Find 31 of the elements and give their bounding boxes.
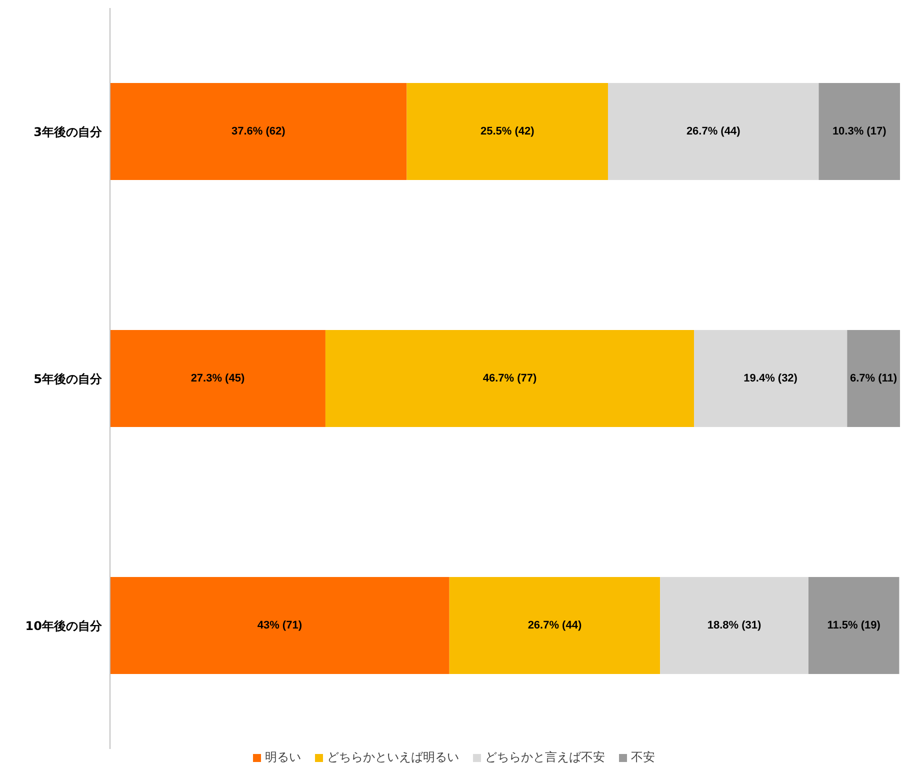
data-label: 26.7% (44): [686, 126, 741, 138]
bar: [406, 83, 608, 180]
bar: [449, 577, 660, 674]
bar: [110, 577, 450, 674]
data-label: 6.7% (11): [850, 372, 898, 384]
data-label: 10.3% (17): [832, 126, 887, 138]
y-tick-label: 5年後の自分: [34, 372, 103, 386]
bar: [660, 577, 808, 674]
legend-label: 明るい: [264, 749, 301, 766]
legend-label: どちらかといえば明るい: [326, 749, 459, 766]
bar: [608, 83, 819, 180]
bar: [808, 577, 900, 674]
legend-label: どちらかと言えば不安: [484, 749, 605, 766]
y-tick-label: 3年後の自分: [34, 124, 103, 139]
data-label: 27.3% (45): [190, 372, 245, 384]
bar: [325, 330, 694, 427]
bar: [110, 83, 407, 180]
bar: [847, 330, 900, 427]
data-label: 26.7% (44): [528, 620, 582, 632]
data-label: 11.5% (19): [827, 620, 881, 632]
data-label: 37.6% (62): [231, 126, 286, 138]
bar: [818, 83, 900, 180]
data-label: 25.5% (42): [480, 126, 535, 138]
bar: [694, 330, 848, 427]
bar: [110, 330, 326, 427]
data-label: 43% (71): [257, 620, 302, 632]
y-tick-label: 10年後の自分: [25, 618, 103, 633]
data-label: 18.8% (31): [707, 620, 762, 632]
legend-label: 不安: [630, 749, 655, 766]
data-label: 46.7% (77): [482, 372, 537, 384]
data-label: 19.4% (32): [744, 372, 798, 384]
